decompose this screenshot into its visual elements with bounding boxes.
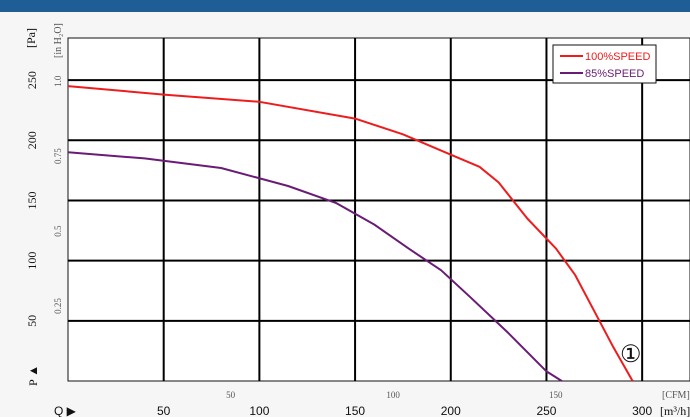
y-tick-label-50: 50 [25,315,39,327]
y-tick-label-150: 150 [25,191,39,209]
y-tick-label-250: 250 [25,71,39,89]
plot-area [67,37,690,382]
x-unit-m3h: [m³/h] [660,404,690,417]
series-line-1 [67,151,563,382]
legend-label-100: 100%SPEED [585,51,650,63]
cfm-tick-label-100: 100 [386,390,400,400]
y-unit-pa: [Pa] [24,28,38,48]
cfm-tick-label-50: 50 [226,390,236,400]
curve-marker-1: ① [620,342,642,368]
inh2o-tick-label-0.5: 0.5 [53,225,63,237]
legend: 100%SPEED 85%SPEED [552,44,657,84]
x-tick-label-50: 50 [157,404,171,417]
y-tick-label-200: 200 [25,131,39,149]
y-unit-inh2o: [in H₂O] [53,23,64,58]
axis-labels: 50 100 150 200 250 300 50 100 150 200 250 50 100 150 0… [25,71,652,417]
series-lines [67,85,634,382]
inh2o-tick-label-1.0: 1.0 [53,75,63,87]
x-tick-label-150: 150 [345,404,365,417]
x-tick-label-100: 100 [249,404,269,417]
inh2o-tick-label-0.75: 0.75 [53,148,63,164]
x-tick-label-200: 200 [441,404,461,417]
x-unit-cfm: [CFM] [662,390,690,401]
y-tick-label-100: 100 [25,252,39,270]
legend-label-85: 85%SPEED [585,68,644,80]
x-tick-label-250: 250 [536,404,556,417]
legend-box [552,44,657,84]
y-axis-symbol: P ▲ [26,365,40,386]
x-axis-symbol: Q ▶ [54,404,77,417]
series-line-0 [67,85,634,382]
inh2o-tick-label-0.25: 0.25 [53,298,63,314]
header-bar [0,0,690,12]
x-tick-label-300: 300 [632,404,652,417]
cfm-tick-label-150: 150 [549,390,563,400]
